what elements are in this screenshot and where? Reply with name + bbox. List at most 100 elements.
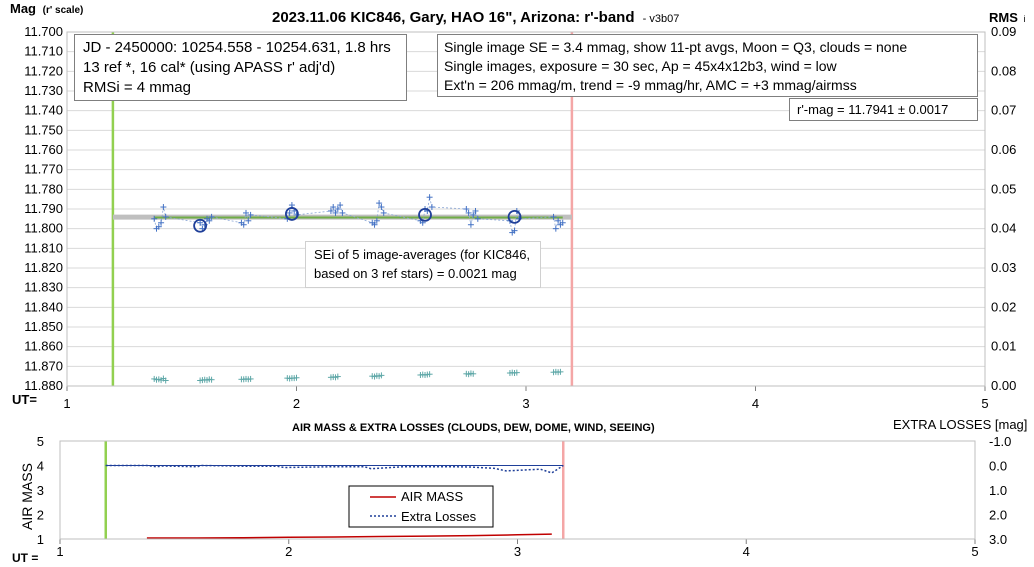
bottom-chart-y2-label: EXTRA LOSSES [mag] — [893, 417, 1027, 432]
bottom-chart-plot-area — [59, 440, 976, 540]
single-image-point — [378, 204, 385, 211]
top-y2-tick-label: 0.07 — [991, 103, 1016, 118]
single-image-point — [151, 215, 158, 222]
top-x-tick-label: 1 — [63, 396, 70, 411]
bottom-y-tick-label: 2 — [37, 508, 44, 523]
single-image-point — [373, 217, 380, 224]
single-image-point — [555, 217, 562, 224]
single-image-point — [474, 215, 481, 222]
single-image-point — [162, 213, 169, 220]
single-image-point — [160, 204, 167, 211]
top-y2-tick-label: 0.09 — [991, 24, 1016, 39]
top-x-tick-label: 4 — [752, 396, 759, 411]
single-image-point — [197, 219, 204, 226]
top-chart-plot-area — [66, 31, 986, 387]
top-chart-x-label: UT= — [12, 392, 37, 407]
top-chart-y-label-text: Mag — [10, 1, 36, 16]
rms-point — [162, 377, 169, 384]
rms-point — [557, 368, 564, 375]
top-y-tick-label: 11.740 — [24, 103, 63, 118]
top-y-tick-label: 11.770 — [24, 162, 63, 177]
top-y-tick-label: 11.750 — [24, 122, 63, 137]
top-y-tick-label: 11.760 — [24, 142, 63, 157]
bottom-x-tick-label: 5 — [971, 544, 978, 559]
result-box-text: r'-mag = 11.7941 ± 0.0017 — [797, 102, 949, 117]
sei-box-line-1: SEi of 5 image-averages (for KIC846, — [314, 247, 531, 262]
top-x-tick-label: 3 — [522, 396, 529, 411]
top-y2-tick-label: 0.06 — [991, 142, 1016, 157]
average-point — [193, 218, 208, 233]
bottom-y-tick-label: 5 — [37, 434, 44, 449]
top-y-tick-label: 11.870 — [24, 358, 63, 373]
rms-point — [470, 370, 477, 377]
top-y-tick-label: 11.800 — [24, 221, 63, 236]
top-chart-marks — [111, 32, 574, 386]
bottom-y2-tick-label: 3.0 — [989, 532, 1007, 547]
bottom-x-tick-label: 4 — [743, 544, 750, 559]
single-image-point — [158, 219, 165, 226]
bottom-chart-title: AIR MASS & EXTRA LOSSES (CLOUDS, DEW, DO… — [292, 422, 655, 434]
top-y-tick-label: 11.710 — [24, 44, 63, 59]
single-image-point — [243, 209, 250, 216]
legend-air-mass-label: AIR MASS — [401, 489, 463, 504]
extra-losses-line — [105, 464, 564, 474]
single-image-point — [472, 207, 479, 214]
legend-extra-losses-label: Extra Losses — [401, 509, 477, 524]
single-image-point — [470, 211, 477, 218]
bottom-x-tick-label: 1 — [56, 544, 63, 559]
bottom-y-tick-label: 4 — [37, 459, 44, 474]
top-chart-y-label-suffix: (r' scale) — [43, 5, 84, 16]
sei-box: SEi of 5 image-averages (for KIC846, bas… — [305, 241, 541, 288]
info-box-left-line-2: 13 ref *, 16 cal* (using APASS r' adj'd) — [83, 59, 336, 76]
single-image-point — [376, 200, 383, 207]
info-box-right-line-1: Single image SE = 3.4 mmag, show 11-pt a… — [444, 39, 908, 55]
bottom-chart-y-label: AIR MASS — [19, 463, 35, 530]
top-x-tick-label: 5 — [981, 396, 988, 411]
bottom-legend: AIR MASS Extra Losses — [348, 485, 494, 528]
top-y-tick-label: 11.850 — [24, 319, 63, 334]
bottom-chart-ticks: 5 4 3 2 1 -1.0 0.0 1.0 2.0 3.0 1 2 3 4 5 — [37, 434, 1012, 559]
average-point — [285, 207, 299, 221]
single-image-point — [428, 204, 435, 211]
top-y2-tick-label: 0.08 — [991, 63, 1016, 78]
top-y-tick-label: 11.720 — [24, 63, 63, 78]
single-image-point — [155, 223, 162, 230]
top-y-tick-label: 11.880 — [24, 378, 63, 393]
bottom-y2-tick-label: 2.0 — [989, 508, 1007, 523]
single-image-point — [550, 213, 557, 220]
top-chart-title: 2023.11.06 KIC846, Gary, HAO 16", Arizon… — [272, 9, 679, 26]
single-image-point — [206, 217, 213, 224]
info-box-left-line-3: RMSi = 4 mmag — [83, 79, 191, 96]
bottom-chart-marks — [104, 441, 565, 539]
rms-point — [293, 374, 300, 381]
single-image-point — [559, 219, 566, 226]
bottom-chart: AIR MASS & EXTRA LOSSES (CLOUDS, DEW, DO… — [12, 417, 1027, 565]
rms-point — [513, 369, 520, 376]
bottom-x-tick-label: 2 — [285, 544, 292, 559]
top-chart-title-text: 2023.11.06 KIC846, Gary, HAO 16", Arizon… — [272, 9, 635, 26]
single-image-point — [339, 209, 346, 216]
air-mass-line — [146, 533, 552, 539]
top-x-tick-label: 2 — [293, 396, 300, 411]
info-box-right-line-2: Single images, exposure = 30 sec, Ap = 4… — [444, 58, 837, 74]
info-box-right: Single image SE = 3.4 mmag, show 11-pt a… — [437, 34, 978, 97]
top-y-tick-label: 11.730 — [24, 83, 63, 98]
single-image-point — [240, 221, 247, 228]
rms-point — [378, 372, 385, 379]
single-image-point — [330, 204, 337, 211]
legend-box — [348, 485, 494, 528]
info-box-left: JD - 2450000: 10254.558 - 10254.631, 1.8… — [74, 34, 407, 101]
single-image-point — [247, 211, 254, 218]
rms-point — [426, 371, 433, 378]
bottom-y2-tick-label: 0.0 — [989, 459, 1007, 474]
top-chart-y-label: Mag (r' scale) — [10, 1, 83, 16]
average-point — [418, 207, 432, 222]
bottom-y-tick-label: 1 — [37, 532, 44, 547]
top-y2-tick-label: 0.04 — [991, 221, 1016, 236]
info-box-left-line-1: JD - 2450000: 10254.558 - 10254.631, 1.8… — [83, 39, 391, 56]
top-chart-y2-label-suffix: i — [1024, 14, 1026, 24]
bottom-y2-tick-label: 1.0 — [989, 483, 1007, 498]
single-image-point — [332, 209, 339, 216]
top-chart-y2-label: RMS i — [989, 10, 1026, 25]
bottom-y2-tick-label: -1.0 — [989, 434, 1011, 449]
